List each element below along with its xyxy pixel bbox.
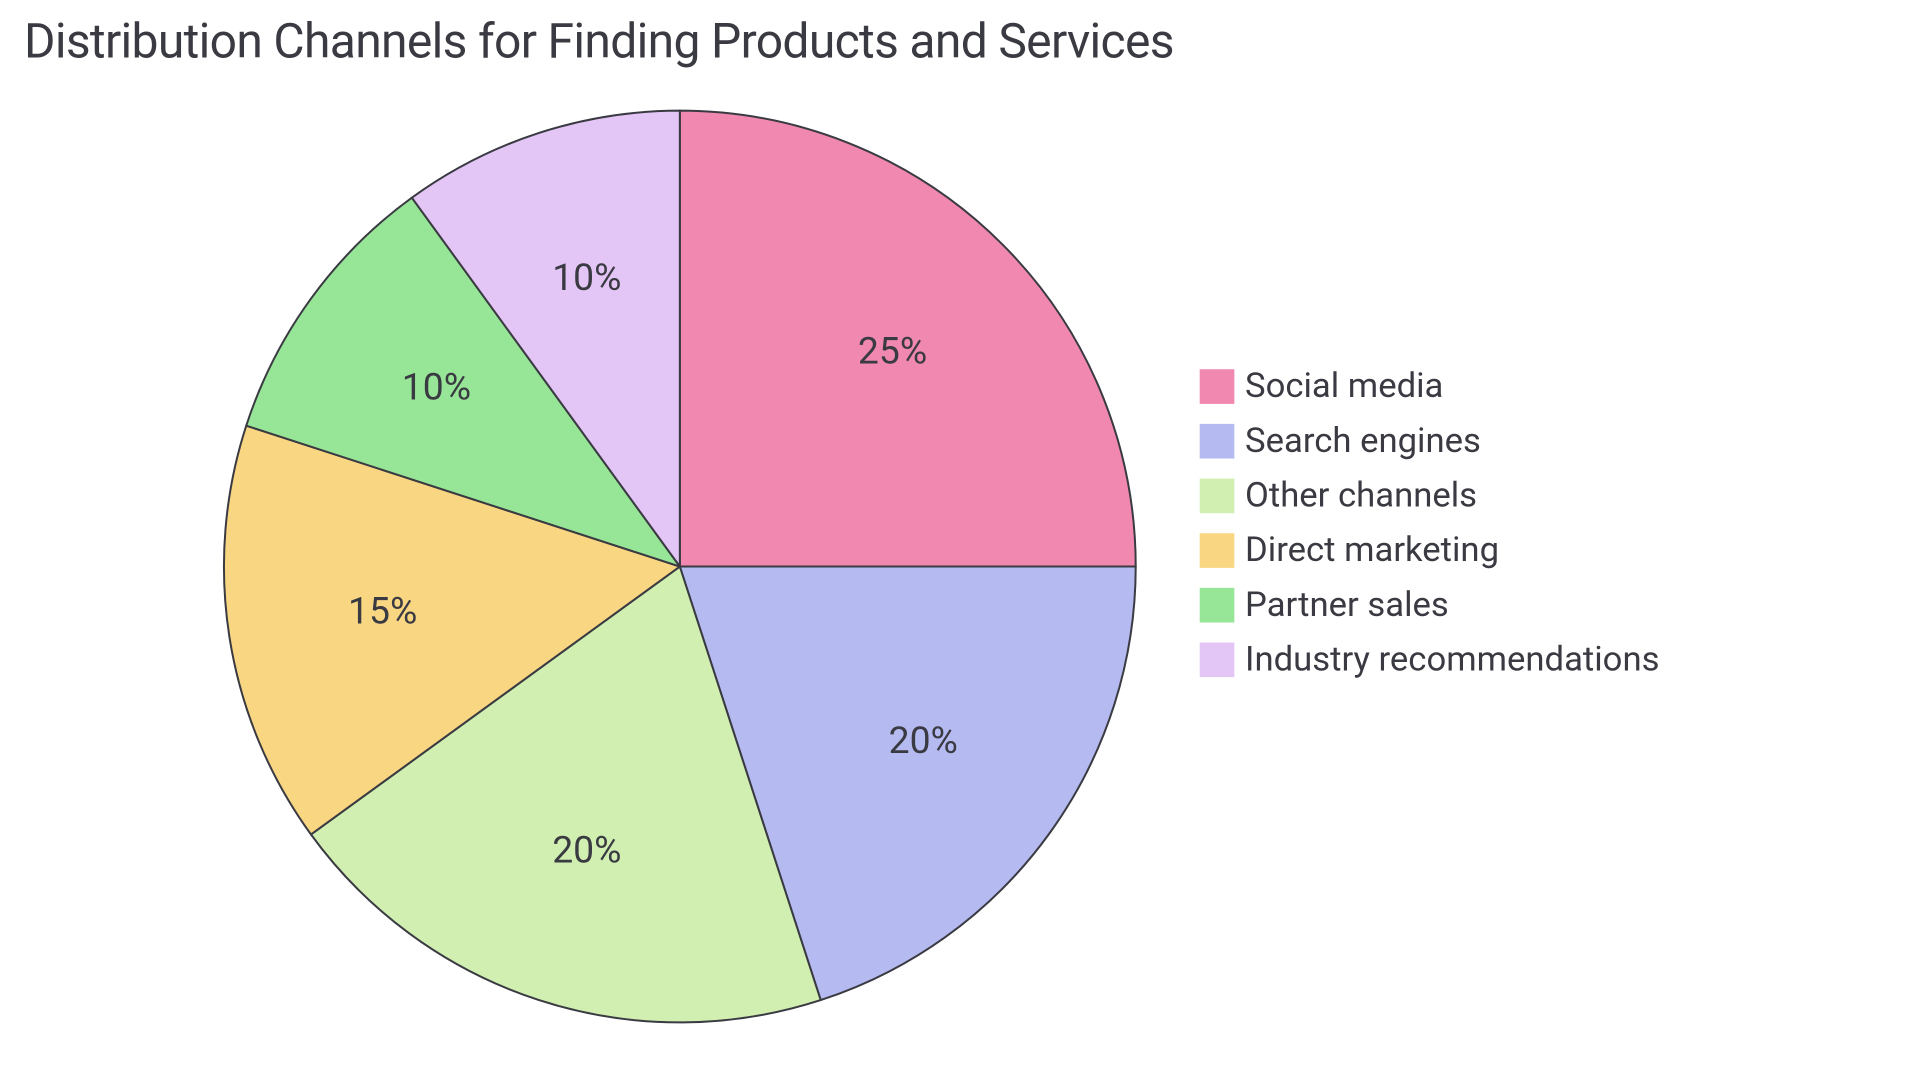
slice-label: 10%	[402, 366, 471, 410]
legend-swatch	[1200, 588, 1235, 623]
legend-label: Search engines	[1245, 421, 1481, 461]
legend-label: Industry recommendations	[1245, 640, 1659, 680]
legend-item: Direct marketing	[1200, 531, 1660, 571]
slice-label: 20%	[552, 829, 621, 873]
slice-label: 25%	[858, 330, 927, 374]
legend-label: Social media	[1245, 367, 1443, 407]
legend-label: Other channels	[1245, 476, 1477, 516]
legend-label: Direct marketing	[1245, 531, 1499, 571]
legend: Social media Search engines Other channels…	[1200, 367, 1660, 680]
slice-label: 15%	[348, 589, 417, 633]
legend-item: Social media	[1200, 367, 1660, 407]
legend-item: Search engines	[1200, 421, 1660, 461]
pie-chart: 25% 20% 20% 15% 10% 10%	[213, 100, 1146, 1033]
chart-title: Distribution Channels for Finding Produc…	[24, 13, 1174, 69]
legend-label: Partner sales	[1245, 585, 1449, 625]
legend-swatch	[1200, 479, 1235, 514]
slice-label: 10%	[552, 256, 621, 300]
legend-swatch	[1200, 643, 1235, 678]
legend-item: Partner sales	[1200, 585, 1660, 625]
slice-label: 20%	[889, 719, 958, 763]
legend-swatch	[1200, 533, 1235, 568]
legend-swatch	[1200, 424, 1235, 459]
legend-swatch	[1200, 369, 1235, 404]
legend-item: Other channels	[1200, 476, 1660, 516]
legend-item: Industry recommendations	[1200, 640, 1660, 680]
